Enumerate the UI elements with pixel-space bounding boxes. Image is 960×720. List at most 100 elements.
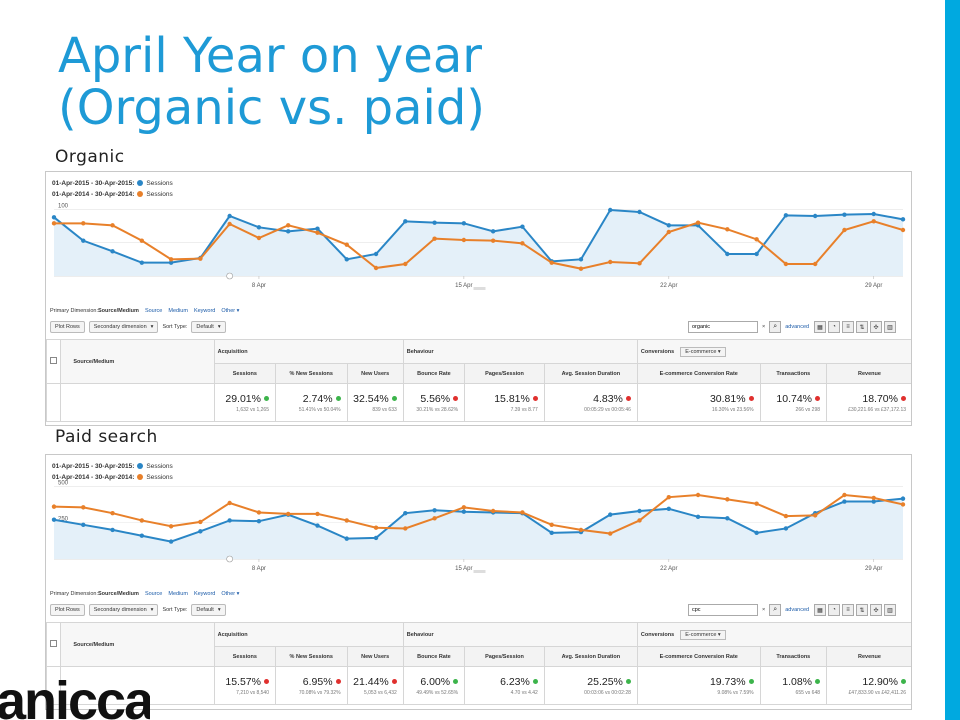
series-2015-point[interactable] <box>256 518 262 524</box>
annotation-marker-icon[interactable] <box>226 555 233 563</box>
series-2015-point[interactable] <box>432 508 437 513</box>
series-2014-point[interactable] <box>403 261 408 267</box>
series-2015-point[interactable] <box>549 530 554 536</box>
series-2015-point[interactable] <box>578 257 584 262</box>
select-all-checkbox[interactable] <box>50 357 57 364</box>
series-2015-point[interactable] <box>139 533 145 538</box>
column-header[interactable]: Bounce Rate <box>402 363 466 384</box>
series-2014-point[interactable] <box>520 510 525 515</box>
series-2014-point[interactable] <box>344 518 349 523</box>
series-2014-point[interactable] <box>549 522 554 528</box>
column-header[interactable]: Pages/Session <box>464 646 545 667</box>
series-2014-point[interactable] <box>783 261 789 267</box>
series-2015-point[interactable] <box>198 529 203 534</box>
series-2014-point[interactable] <box>373 265 379 271</box>
series-2014-point[interactable] <box>842 227 847 233</box>
series-2015-point[interactable] <box>256 225 262 230</box>
series-2014-point[interactable] <box>461 237 467 243</box>
series-2015-point[interactable] <box>51 517 57 522</box>
series-2014-point[interactable] <box>344 242 349 247</box>
series-2014-point[interactable] <box>315 230 320 235</box>
series-2015-point[interactable] <box>461 509 467 514</box>
dimension-link[interactable]: Keyword <box>193 308 216 314</box>
pie-view-icon[interactable]: ◔ <box>828 321 840 333</box>
series-2015-point[interactable] <box>637 209 642 215</box>
series-2014-point[interactable] <box>256 510 262 515</box>
column-header[interactable]: E-commerce Conversion Rate <box>636 363 761 384</box>
advanced-filter-link[interactable]: advanced <box>785 607 810 613</box>
series-2015-point[interactable] <box>842 499 847 504</box>
column-header[interactable]: Avg. Session Duration <box>543 646 638 667</box>
search-icon[interactable]: ⌕ <box>769 321 782 333</box>
series-2014-point[interactable] <box>754 501 759 506</box>
series-2014-point[interactable] <box>490 238 496 243</box>
column-header[interactable]: % New Sessions <box>274 363 348 384</box>
series-2015-point[interactable] <box>373 251 379 257</box>
series-2014-point[interactable] <box>871 219 876 224</box>
series-2014-point[interactable] <box>666 229 671 235</box>
series-2014-point[interactable] <box>812 261 818 267</box>
conversions-select[interactable]: E-commerce ▾ <box>680 346 726 357</box>
pivot-view-icon[interactable]: ▥ <box>884 321 896 333</box>
series-2014-point[interactable] <box>256 235 262 241</box>
series-2014-point[interactable] <box>315 511 320 517</box>
term-cloud-icon[interactable]: ✣ <box>870 321 882 333</box>
dimension-link[interactable]: Source <box>144 591 163 597</box>
clear-icon[interactable]: × <box>762 607 766 613</box>
column-header[interactable]: Bounce Rate <box>402 646 466 667</box>
chart-resize-handle-icon[interactable] <box>473 570 486 573</box>
series-2014-point[interactable] <box>461 505 467 510</box>
series-2015-point[interactable] <box>81 522 86 528</box>
series-2015-point[interactable] <box>754 251 759 257</box>
column-header[interactable]: New Users <box>346 646 404 667</box>
series-2014-point[interactable] <box>286 223 291 228</box>
series-2014-point[interactable] <box>608 259 613 265</box>
column-header[interactable]: Revenue <box>826 363 911 384</box>
column-header[interactable]: Transactions <box>759 646 828 667</box>
series-2015-point[interactable] <box>168 260 174 265</box>
series-2014-point[interactable] <box>139 238 145 243</box>
dimension-link[interactable]: Keyword <box>193 591 216 597</box>
series-2014-point[interactable] <box>51 504 57 509</box>
series-2015-point[interactable] <box>461 221 467 226</box>
series-2014-point[interactable] <box>783 513 789 519</box>
series-2015-point[interactable] <box>81 238 86 243</box>
table-view-icon[interactable]: ▦ <box>814 321 826 333</box>
column-header[interactable]: New Users <box>346 363 404 384</box>
dimension-link[interactable]: Medium <box>168 591 188 597</box>
series-2015-point[interactable] <box>608 512 613 517</box>
series-2014-point[interactable] <box>754 237 759 242</box>
series-2014-point[interactable] <box>139 518 145 523</box>
comparison-view-icon[interactable]: ⇅ <box>856 321 868 333</box>
sort-type-select[interactable]: Default ▾ <box>191 321 226 333</box>
column-header[interactable]: Sessions <box>213 646 276 667</box>
pivot-view-icon[interactable]: ▥ <box>884 604 896 616</box>
series-2015-point[interactable] <box>403 219 408 224</box>
series-2014-point[interactable] <box>695 220 701 225</box>
series-2015-point[interactable] <box>490 229 496 234</box>
series-2015-point[interactable] <box>315 226 320 231</box>
series-2015-point[interactable] <box>842 212 847 217</box>
dimension-link[interactable]: Medium <box>168 308 188 314</box>
series-2014-point[interactable] <box>432 516 437 521</box>
term-cloud-icon[interactable]: ✣ <box>870 604 882 616</box>
series-2015-point[interactable] <box>315 523 320 528</box>
series-2015-point[interactable] <box>403 510 408 516</box>
sort-type-select[interactable]: Default ▾ <box>191 604 226 616</box>
series-2015-point[interactable] <box>812 213 818 219</box>
series-2015-point[interactable] <box>110 249 115 254</box>
column-header[interactable]: Revenue <box>826 646 911 667</box>
search-icon[interactable]: ⌕ <box>769 604 782 616</box>
series-2014-point[interactable] <box>900 502 906 507</box>
series-2015-point[interactable] <box>286 229 291 234</box>
comparison-view-icon[interactable]: ⇅ <box>856 604 868 616</box>
column-header[interactable]: Pages/Session <box>464 363 545 384</box>
series-2014-point[interactable] <box>578 527 584 533</box>
series-2014-point[interactable] <box>110 510 115 516</box>
dimension-link[interactable]: Source <box>144 308 163 314</box>
series-2014-point[interactable] <box>900 227 906 233</box>
table-search-input[interactable] <box>688 604 758 616</box>
performance-view-icon[interactable]: ≡ <box>842 604 854 616</box>
series-2015-point[interactable] <box>725 516 730 521</box>
series-2014-point[interactable] <box>168 257 174 262</box>
